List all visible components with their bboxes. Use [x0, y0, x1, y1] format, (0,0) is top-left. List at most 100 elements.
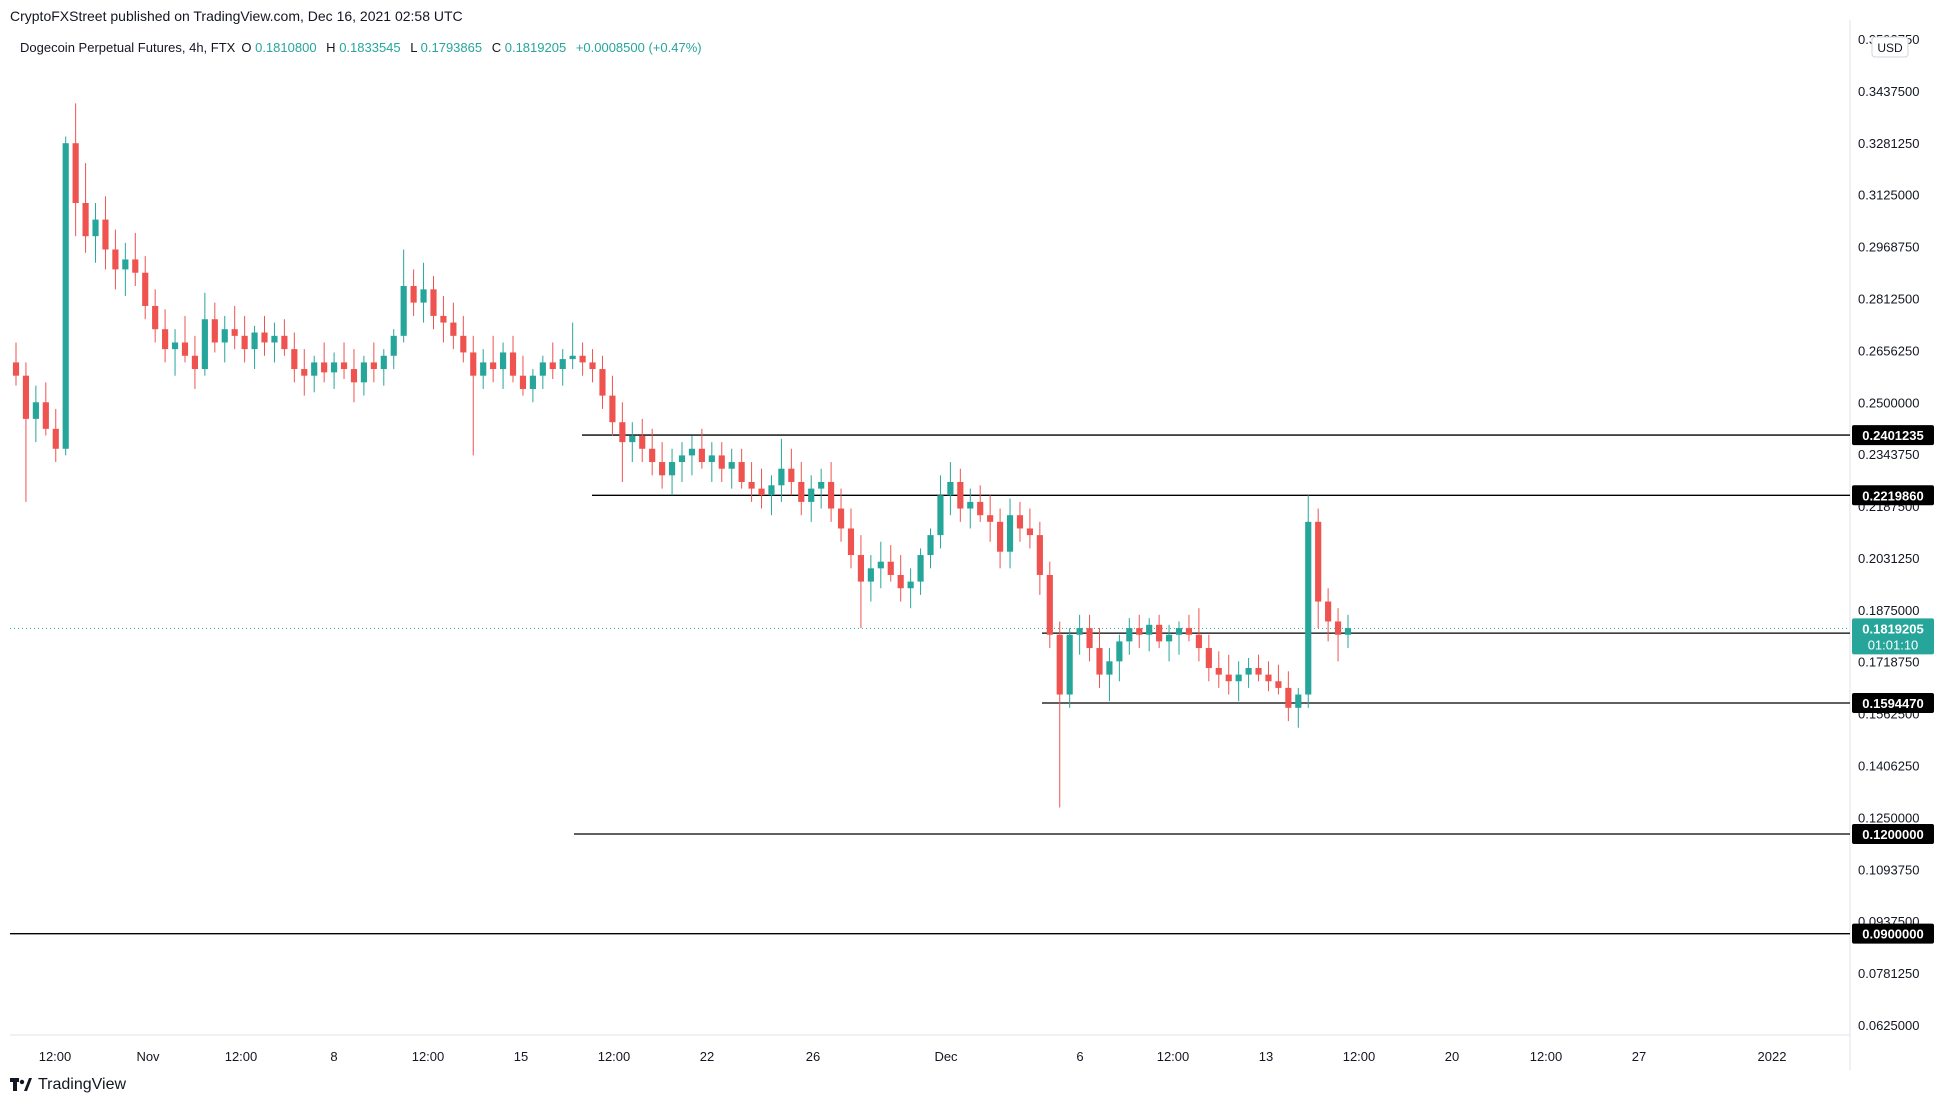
candle-body	[32, 402, 39, 419]
candle-body	[828, 481, 835, 509]
level-price-label: 0.0900000	[1862, 927, 1923, 942]
time-tick-label: 20	[1445, 1049, 1459, 1064]
candle-body	[12, 362, 20, 376]
candle-body	[152, 305, 159, 330]
time-tick-label: 2022	[1758, 1049, 1787, 1064]
time-tick-label: Nov	[136, 1049, 160, 1064]
price-tick-label: 0.3437500	[1858, 84, 1919, 99]
candle-body	[490, 362, 497, 370]
candle-body	[857, 555, 865, 582]
price-tick-label: 0.2031250	[1858, 551, 1919, 566]
candle-body	[390, 335, 397, 356]
candle-body	[509, 352, 517, 376]
candle-body	[1096, 648, 1103, 675]
candle-body	[768, 485, 775, 496]
level-price-tag	[1852, 824, 1934, 845]
legend-ohlc: O 0.1810800 H 0.1833545 L 0.1793865 C 0.…	[241, 40, 701, 55]
candle-body	[1235, 674, 1242, 682]
candle-body	[818, 481, 825, 489]
candle-body	[181, 342, 189, 356]
candle-body	[758, 488, 765, 496]
price-tick-label: 0.2343750	[1858, 447, 1919, 462]
time-tick-label: 12:00	[1343, 1049, 1376, 1064]
candle-body	[1006, 515, 1014, 552]
candle-body	[599, 369, 606, 396]
price-tags: 0.24012350.22198600.18049000.15944700.12…	[1852, 425, 1934, 944]
candle-body	[609, 395, 616, 423]
candle-body	[1245, 667, 1252, 675]
last-price-label: 0.1819205	[1862, 621, 1923, 636]
candle-body	[808, 488, 815, 502]
tradingview-brand[interactable]: TradingView	[10, 1076, 126, 1094]
candle-body	[122, 259, 129, 270]
level-price-tag	[1852, 923, 1934, 944]
candle-body	[937, 495, 944, 536]
legend-open-value: 0.1810800	[255, 40, 316, 55]
candle-body	[957, 481, 964, 509]
candle-body	[301, 369, 308, 376]
candle-body	[987, 515, 994, 522]
candle-body	[1225, 674, 1232, 682]
candle-body	[1185, 628, 1193, 635]
price-tick-label: 0.3281250	[1858, 136, 1919, 151]
candle-body	[211, 319, 218, 343]
candle-body	[1106, 661, 1113, 675]
legend-low-value: 0.1793865	[421, 40, 482, 55]
time-tick-label: 13	[1259, 1049, 1273, 1064]
time-tick-label: 6	[1076, 1049, 1083, 1064]
candle-body	[668, 462, 676, 476]
candle-body	[1205, 648, 1212, 668]
candle-body	[1056, 634, 1063, 695]
candle-body	[977, 501, 984, 516]
candle-body	[1066, 634, 1073, 695]
time-tick-label: 12:00	[1157, 1049, 1190, 1064]
candle-body	[997, 521, 1004, 552]
candle-body	[380, 355, 387, 370]
candle-body	[1116, 641, 1123, 662]
candle-body	[589, 362, 596, 370]
candle-body	[1334, 621, 1342, 635]
legend-close-label: C	[492, 40, 501, 55]
candle-body	[639, 435, 646, 449]
candle-body	[748, 481, 755, 489]
legend-close-value: 0.1819205	[505, 40, 566, 55]
candle-body	[92, 219, 99, 237]
candle-body	[1295, 694, 1302, 708]
candle-body	[947, 481, 954, 496]
time-tick-label: 12:00	[598, 1049, 631, 1064]
price-axis[interactable]: 0.35937500.34375000.32812500.31250000.29…	[1858, 32, 1919, 1033]
candle-body	[261, 332, 268, 343]
candle-body	[967, 501, 974, 509]
horizontal-levels[interactable]	[10, 434, 1850, 935]
level-price-label: 0.1594470	[1862, 696, 1923, 711]
candle-body	[1275, 681, 1282, 688]
candle-body	[370, 362, 377, 370]
price-tick-label: 0.1093750	[1858, 862, 1919, 877]
candle-body	[1126, 628, 1133, 642]
candle-body	[887, 561, 894, 575]
legend-change-value: +0.0008500 (+0.47%)	[576, 40, 702, 55]
level-price-label: 0.2219860	[1862, 488, 1923, 503]
candle-body	[728, 462, 735, 469]
candle-body	[1146, 624, 1153, 635]
level-price-tag	[1852, 693, 1934, 714]
candle-body	[112, 249, 119, 270]
currency-badge[interactable]	[1871, 36, 1909, 58]
time-axis[interactable]: 12:00 Nov 12:00 8 12:00 15 12:00 22 26 Dec 6 12:00 1…	[39, 1049, 1787, 1064]
candle-body	[1136, 628, 1143, 635]
time-tick-label: 27	[1632, 1049, 1646, 1064]
candle-body	[1036, 535, 1043, 575]
candle-body	[291, 349, 298, 370]
candle-body	[629, 435, 636, 443]
candle-body	[350, 369, 358, 383]
candle-body	[231, 329, 238, 336]
candle-body	[162, 329, 169, 350]
candle-body	[678, 455, 686, 463]
tradingview-brand-text: TradingView	[38, 1076, 127, 1093]
time-tick-label: Dec	[934, 1049, 958, 1064]
candle-body	[569, 355, 576, 360]
candle-body	[321, 362, 328, 373]
candles	[12, 103, 1352, 808]
candle-body	[519, 375, 527, 389]
